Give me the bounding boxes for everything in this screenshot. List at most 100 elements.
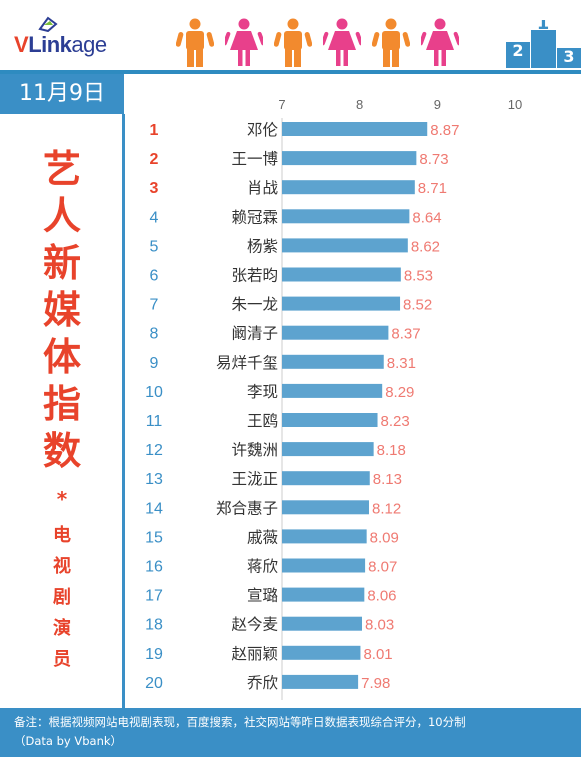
- rank-label: 17: [145, 588, 163, 605]
- subtitle-char: 剧: [53, 587, 71, 608]
- x-tick-label: 7: [278, 97, 285, 112]
- podium-icon: 2 1 3: [506, 20, 581, 68]
- male-figure-icon: [372, 18, 410, 67]
- category-label: 易烊千玺: [216, 354, 278, 372]
- value-label: 8.31: [387, 355, 416, 372]
- title-char: 指: [42, 382, 81, 426]
- value-label: 8.01: [363, 646, 392, 663]
- value-label: 8.07: [368, 559, 397, 576]
- x-tick-label: 9: [434, 97, 441, 112]
- bar: [282, 354, 384, 369]
- bar: [282, 180, 415, 195]
- female-figure-icon: [323, 18, 361, 66]
- rank-label: 13: [145, 471, 163, 488]
- value-label: 8.03: [365, 617, 394, 634]
- footer-note-text: 备注：根据视频网站电视剧表现，百度搜索，社交网站等昨日数据表现综合评分，10分制: [14, 715, 466, 729]
- rank-label: 10: [145, 384, 163, 401]
- value-label: 8.06: [367, 588, 396, 605]
- female-figure-icon: [421, 18, 459, 66]
- bar: [282, 674, 359, 689]
- rank-label: 19: [145, 646, 163, 663]
- value-label: 8.73: [419, 151, 448, 168]
- bar: [282, 238, 408, 253]
- bar: [282, 325, 389, 340]
- category-label: 阚清子: [231, 325, 278, 343]
- title-char: 数: [42, 429, 81, 473]
- rank-label: 2: [150, 151, 159, 168]
- asterisk: *: [56, 487, 68, 511]
- subtitle-char: 电: [53, 525, 71, 546]
- subtitle-char: 员: [53, 649, 71, 670]
- rank-label: 12: [145, 442, 163, 459]
- value-label: 8.53: [404, 268, 433, 285]
- value-label: 8.37: [391, 326, 420, 343]
- category-label: 朱一龙: [231, 296, 278, 314]
- subtitle-char: 演: [53, 618, 71, 639]
- bar: [282, 209, 410, 224]
- logo-mark-icon: [38, 16, 58, 32]
- footer-source: （Data by Vbank）: [14, 734, 123, 748]
- category-label: 王泷正: [231, 470, 278, 488]
- title-char: 新: [42, 241, 81, 285]
- value-label: 8.52: [403, 297, 432, 314]
- rank-label: 14: [145, 500, 163, 517]
- rank-label: 8: [150, 326, 159, 343]
- category-label: 肖战: [247, 179, 279, 197]
- people-icons: [176, 18, 466, 68]
- bar: [282, 296, 401, 311]
- footer-note: 备注：根据视频网站电视剧表现，百度搜索，社交网站等昨日数据表现综合评分，10分制…: [0, 708, 581, 757]
- category-label: 王一博: [231, 150, 278, 168]
- value-label: 8.71: [418, 180, 447, 197]
- value-label: 8.13: [373, 471, 402, 488]
- value-label: 8.64: [412, 209, 441, 226]
- male-figure-icon: [176, 18, 214, 67]
- left-panel: [0, 114, 125, 708]
- bar: [282, 616, 362, 631]
- x-tick-label: 8: [356, 97, 363, 112]
- rank-label: 9: [150, 355, 159, 372]
- bar: [282, 267, 401, 282]
- value-label: 7.98: [361, 675, 390, 692]
- podium-first: 1: [537, 20, 550, 34]
- vertical-title: 艺人新媒体指数: [35, 146, 89, 475]
- category-label: 戚薇: [247, 528, 278, 546]
- title-char: 媒: [42, 288, 81, 332]
- rank-label: 3: [150, 180, 159, 197]
- podium-third: 3: [563, 47, 574, 66]
- category-label: 乔欣: [247, 674, 279, 692]
- rank-label: 5: [150, 238, 159, 255]
- date-badge: 11月9日: [0, 74, 124, 114]
- value-label: 8.18: [377, 442, 406, 459]
- bar: [282, 587, 365, 602]
- rank-label: 16: [145, 559, 163, 576]
- value-label: 8.09: [370, 529, 399, 546]
- title-char: 艺: [42, 147, 81, 191]
- value-label: 8.87: [430, 122, 459, 139]
- rank-label: 1: [150, 122, 159, 139]
- x-tick-label: 10: [508, 97, 522, 112]
- female-figure-icon: [225, 18, 263, 66]
- bar: [282, 151, 417, 166]
- bar: [282, 122, 428, 136]
- value-label: 8.23: [381, 413, 410, 430]
- category-label: 李现: [247, 383, 278, 401]
- category-label: 许魏洲: [231, 441, 278, 459]
- category-label: 赵今麦: [231, 616, 278, 634]
- bar: [282, 558, 366, 573]
- subtitle-char: 视: [53, 556, 71, 577]
- bar-chart: 7 8 9 10 1 邓伦 8.87 2 王一博 8.73 3 肖战 8.71 4 赖冠霖 8.64 5 杨紫 8.…: [145, 97, 522, 700]
- value-label: 8.12: [372, 500, 401, 517]
- category-label: 赖冠霖: [231, 208, 278, 226]
- bar: [282, 383, 383, 398]
- header: VLinkage 2 1 3: [0, 0, 581, 74]
- rank-label: 15: [145, 529, 163, 546]
- bar: [282, 500, 369, 515]
- category-label: 赵丽颖: [231, 645, 278, 663]
- bar: [282, 471, 370, 486]
- value-label: 8.29: [385, 384, 414, 401]
- rank-label: 11: [146, 413, 163, 430]
- brand-logo: VLinkage: [14, 32, 107, 57]
- bar: [282, 529, 367, 544]
- rank-label: 20: [145, 675, 163, 692]
- podium-second: 2: [512, 41, 523, 60]
